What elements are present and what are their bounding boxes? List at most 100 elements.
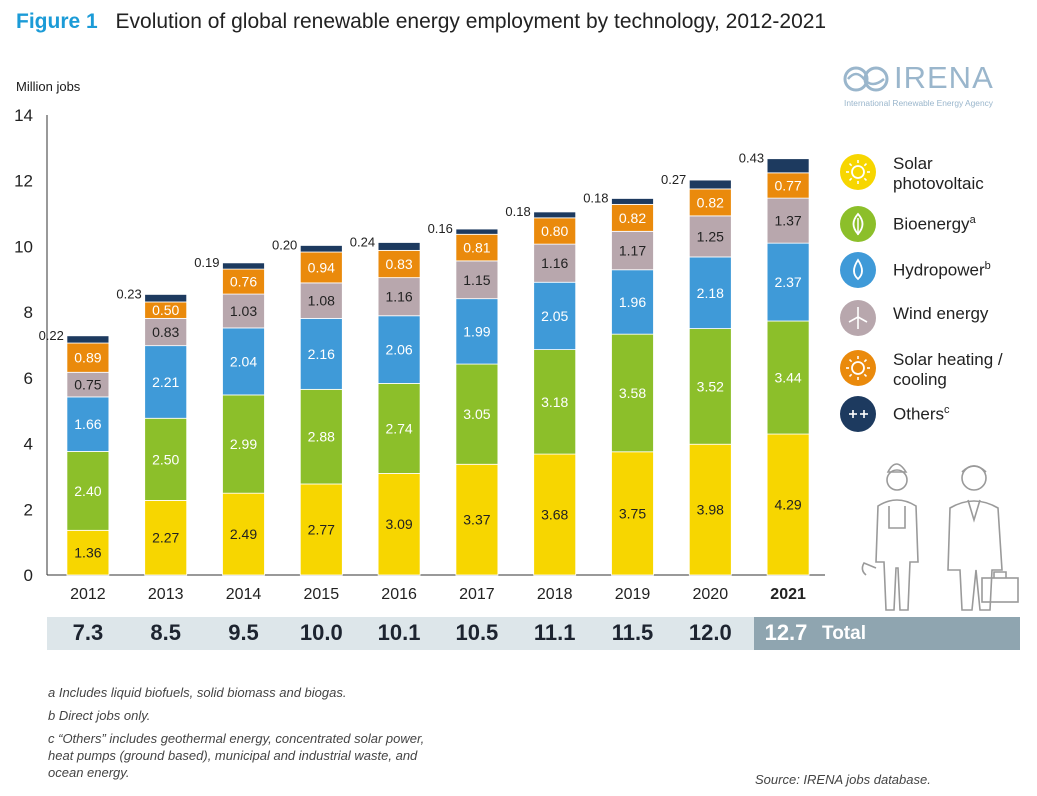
- bar-segment-others: [377, 242, 421, 251]
- data-label-solar_pv: 2.77: [308, 521, 335, 537]
- bar-segment-others: [688, 179, 732, 190]
- data-label-wind: 1.08: [308, 293, 335, 309]
- total-value: 7.3: [72, 620, 104, 645]
- data-label-solar_heating: 0.81: [463, 240, 490, 256]
- bar-segment-solar_pv: [688, 443, 732, 576]
- irena-wordmark: IRENA: [894, 60, 994, 95]
- bar-segment-solar_pv: [222, 492, 265, 576]
- bar-segment-bioenergy: [766, 320, 810, 435]
- source-note: Source: IRENA jobs database.: [755, 772, 931, 787]
- bar-segment-hydropower: [766, 242, 810, 322]
- legend-item-bioenergy: Bioenergya: [840, 206, 1035, 256]
- bar-segment-bioenergy: [222, 394, 265, 494]
- bar-segment-bioenergy: [533, 349, 577, 455]
- total-value: 10.0: [299, 620, 343, 645]
- data-label-hydropower: 2.05: [541, 308, 568, 324]
- workers-illustration: [861, 463, 1019, 611]
- data-label-bioenergy: 3.44: [774, 370, 801, 386]
- sun-icon: [840, 154, 876, 190]
- bar-segment-bioenergy: [66, 451, 110, 531]
- bar-segment-bioenergy: [144, 417, 188, 501]
- total-value: 11.5: [611, 620, 654, 645]
- bar-segment-others: [611, 198, 654, 205]
- y-tick-label: 6: [24, 369, 33, 388]
- bar-segment-solar_heating: [533, 217, 577, 245]
- y-tick-label: 4: [24, 435, 33, 454]
- x-tick-label: 2020: [693, 586, 729, 603]
- water-drop-icon: [840, 252, 876, 288]
- total-value: 9.5: [228, 620, 259, 645]
- data-label-solar_pv: 3.75: [619, 505, 646, 521]
- chart-legend: Solar photovoltaic Bioenergya Hydropowerb Wi…: [840, 150, 1035, 440]
- bar-segment-solar_heating: [299, 251, 343, 284]
- bar-segment-others: [66, 335, 110, 344]
- bar-segment-solar_pv: [766, 433, 810, 576]
- bar-segment-solar_heating: [611, 203, 654, 232]
- data-label-solar_pv: 3.37: [463, 512, 490, 528]
- data-label-hydropower: 1.96: [619, 294, 646, 310]
- data-label-others: 0.18: [583, 190, 608, 205]
- bar-segment-solar_heating: [377, 249, 421, 279]
- x-tick-label: 2019: [615, 586, 651, 603]
- data-label-solar_heating: 0.76: [230, 274, 257, 290]
- data-label-bioenergy: 2.74: [385, 420, 412, 436]
- x-tick-label: 2013: [148, 586, 184, 603]
- data-label-wind: 1.25: [697, 228, 724, 244]
- data-label-hydropower: 2.37: [774, 274, 801, 290]
- data-label-wind: 1.37: [774, 213, 801, 229]
- legend-item-others: Othersc: [840, 396, 1035, 440]
- data-label-solar_heating: 0.82: [697, 194, 724, 210]
- legend-label: Solar heating / cooling: [893, 350, 1003, 389]
- bar-segment-solar_pv: [611, 451, 654, 576]
- data-label-wind: 1.03: [230, 303, 257, 319]
- data-label-others: 0.24: [350, 234, 375, 249]
- data-label-bioenergy: 2.40: [74, 483, 101, 499]
- data-label-wind: 0.75: [74, 377, 101, 393]
- data-label-wind: 0.83: [152, 324, 179, 340]
- bar-segment-wind: [611, 230, 654, 271]
- figure-label: Figure 1: [16, 10, 98, 33]
- data-label-hydropower: 2.06: [385, 342, 412, 358]
- bar-segment-solar_heating: [688, 188, 732, 217]
- bar-segment-wind: [766, 197, 810, 244]
- y-axis-label: Million jobs: [16, 79, 81, 94]
- bar-segment-solar_pv: [377, 473, 421, 576]
- bar-segment-wind: [688, 215, 732, 258]
- y-tick-label: 0: [24, 566, 33, 585]
- data-label-solar_pv: 2.27: [152, 530, 179, 546]
- bar-segment-bioenergy: [611, 333, 654, 453]
- data-label-solar_pv: 2.49: [230, 526, 257, 542]
- bar-segment-solar_heating: [66, 342, 110, 373]
- data-label-bioenergy: 3.18: [541, 394, 568, 410]
- data-label-others: 0.18: [505, 204, 530, 219]
- bar-segment-wind: [533, 243, 577, 283]
- total-value: 10.5: [455, 620, 499, 645]
- x-tick-label: 2017: [459, 586, 495, 603]
- bar-segment-solar_heating: [222, 268, 265, 295]
- legend-label: Othersc: [893, 404, 950, 424]
- bar-segment-wind: [299, 282, 343, 319]
- stacked-bar-chart: 0 2 4 6 8 10 12 14 2012 2013 2014 2015 2016 2017 2018 2…: [14, 106, 825, 603]
- legend-item-hydropower: Hydropowerb: [840, 252, 1035, 304]
- y-tick-label: 12: [14, 172, 33, 191]
- plus-minus-icon: [840, 396, 876, 432]
- legend-label: Solar photovoltaic: [893, 154, 984, 193]
- data-label-solar_pv: 1.36: [74, 545, 101, 561]
- data-label-solar_heating: 0.80: [541, 223, 568, 239]
- legend-item-solar_heating: Solar heating / cooling: [840, 346, 1035, 400]
- footnote-a: a Includes liquid biofuels, solid biomas…: [48, 685, 347, 700]
- data-label-others: 0.20: [272, 237, 297, 252]
- bar-segment-others: [222, 262, 265, 270]
- data-label-solar_heating: 0.94: [308, 259, 335, 275]
- y-tick-label: 8: [24, 303, 33, 322]
- x-tick-label: 2012: [70, 586, 106, 603]
- data-label-others: 0.23: [116, 286, 141, 301]
- footnote-c-line3: ocean energy.: [48, 765, 130, 780]
- figure-heading: Figure 1 Evolution of global renewable e…: [16, 10, 826, 34]
- bar-segment-wind: [66, 371, 110, 398]
- total-value: 10.1: [377, 620, 421, 645]
- data-label-wind: 1.16: [541, 255, 568, 271]
- data-label-solar_pv: 3.68: [541, 507, 568, 523]
- bar-segment-hydropower: [533, 281, 577, 350]
- data-label-hydropower: 2.21: [152, 374, 179, 390]
